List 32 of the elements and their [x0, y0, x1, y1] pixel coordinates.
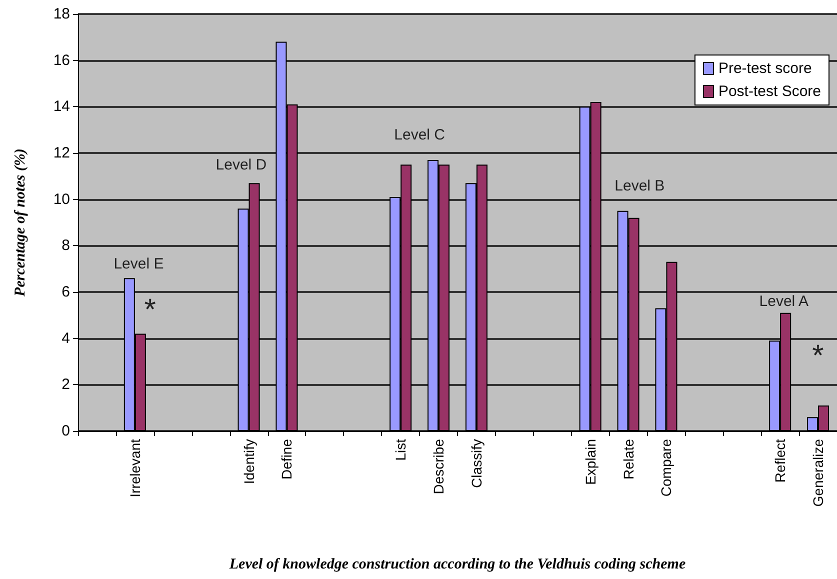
y-tick-label: 0: [62, 422, 70, 440]
x-tick-label: Identify: [240, 439, 257, 484]
y-tick-label: 14: [53, 98, 70, 116]
annotation: Level D: [216, 156, 267, 174]
annotation: Level A: [759, 293, 808, 310]
x-axis-title: Level of knowledge construction according to the Veldhuis coding scheme: [228, 556, 686, 572]
x-tick-label: List: [392, 438, 409, 461]
x-tick-label: Define: [278, 438, 295, 480]
annotation: Level C: [394, 126, 446, 144]
legend-label: Pre-test score: [718, 60, 812, 77]
x-tick-label: Reflect: [772, 438, 788, 483]
annotation: *: [144, 294, 156, 327]
y-tick-label: 18: [53, 6, 70, 22]
annotation: Level E: [114, 256, 164, 273]
x-tick-label: Compare: [658, 438, 674, 497]
x-tick-label: Relate: [620, 438, 636, 480]
x-tick-label: Irrelevant: [126, 438, 143, 498]
y-tick-label: 6: [62, 284, 70, 300]
y-tick-label: 10: [53, 190, 70, 208]
y-tick-label: 12: [53, 144, 70, 162]
x-tick-label: Generalize: [810, 438, 826, 507]
y-tick-label: 2: [62, 376, 70, 394]
y-axis-title: Percentage of notes (%): [12, 148, 28, 296]
annotation: Level B: [614, 177, 665, 194]
x-tick-label: Classify: [468, 439, 484, 488]
y-tick-label: 8: [62, 237, 70, 254]
y-tick-label: 4: [62, 330, 70, 347]
annotation: *: [812, 339, 824, 372]
x-tick-label: Explain: [582, 439, 598, 485]
x-tick-label: Describe: [430, 438, 447, 494]
legend-label: Post-test Score: [718, 83, 822, 100]
y-tick-label: 16: [53, 52, 70, 69]
